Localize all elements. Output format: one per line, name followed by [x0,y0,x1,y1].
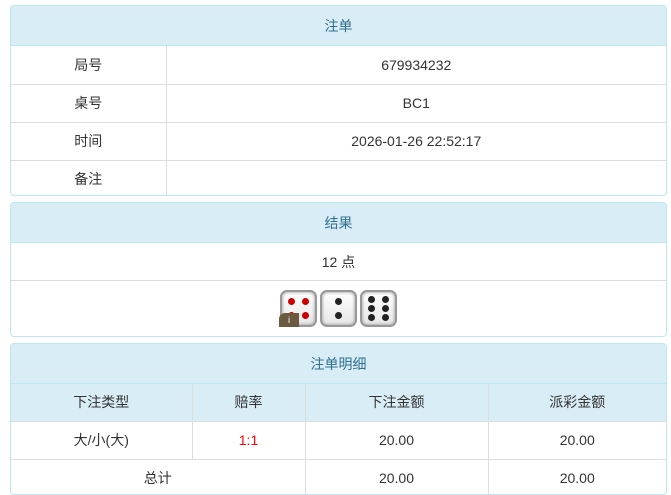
time-value: 2026-01-26 22:52:17 [165,121,666,160]
result-panel: 结果 12 点 [10,202,667,337]
col-odds: 赔率 [191,384,305,421]
pip [382,295,390,303]
col-bet-type: 下注类型 [11,384,192,421]
table-value: BC1 [165,83,666,122]
pip [335,312,342,320]
odds: 1:1 [191,420,305,459]
result-title: 结果 [11,203,666,243]
total-label: 总计 [11,458,305,494]
detail-panel: 注单明细 下注类型 赔率 下注金额 派彩金额 大/小(大) 1:1 20.00 … [10,343,667,495]
total-payout: 20.00 [487,458,666,494]
pip [382,314,390,322]
detail-title: 注单明细 [11,344,666,384]
total-row: 总计 20.00 20.00 [11,458,666,494]
order-title: 注单 [11,6,666,46]
info-badge[interactable]: i [279,313,299,327]
round-value: 679934232 [165,46,666,84]
result-points: 12 点 [321,253,356,270]
table-label: 桌号 [11,83,166,122]
die-2-icon [320,290,357,327]
round-label: 局号 [74,56,103,73]
pip [367,305,375,312]
table-row: 大/小(大) 1:1 20.00 20.00 [11,420,666,459]
pip [287,297,295,305]
die-6-icon [360,290,397,327]
bet-amount: 20.00 [304,420,488,459]
note-value [165,159,666,195]
note-label: 备注 [11,159,166,195]
pip [335,297,342,305]
total-bet: 20.00 [304,458,488,494]
col-payout: 派彩金额 [487,384,666,421]
order-panel: 注单 局号 679934232 桌号 BC1 时间 2026-01-26 22:52:… [10,5,667,196]
col-bet-amount: 下注金额 [304,384,488,421]
payout: 20.00 [487,420,666,459]
pip [302,312,310,320]
dice-row [11,280,666,336]
pip [367,314,375,322]
pip [302,297,310,305]
bet-type: 大/小(大) [11,420,192,459]
pip [367,295,375,303]
pip [382,305,390,312]
time-label: 时间 [11,121,166,160]
